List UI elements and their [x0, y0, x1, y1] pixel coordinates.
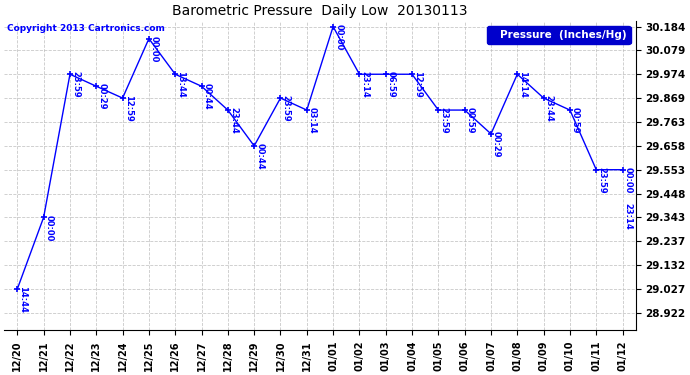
Text: 03:14: 03:14	[308, 107, 317, 134]
Text: 00:00: 00:00	[45, 214, 54, 241]
Text: 12:59: 12:59	[413, 72, 422, 98]
Text: 14:14: 14:14	[518, 72, 527, 98]
Text: 00:00: 00:00	[624, 167, 633, 193]
Text: 23:44: 23:44	[544, 95, 553, 122]
Text: 06:59: 06:59	[387, 72, 396, 98]
Text: 12:59: 12:59	[124, 95, 132, 122]
Text: 23:59: 23:59	[71, 72, 80, 98]
Text: 00:00: 00:00	[150, 36, 159, 62]
Text: 00:44: 00:44	[203, 84, 212, 110]
Text: 00:59: 00:59	[466, 107, 475, 134]
Text: 00:59: 00:59	[571, 107, 580, 134]
Text: 23:59: 23:59	[282, 95, 290, 122]
Text: 23:59: 23:59	[440, 107, 449, 134]
Text: 00:29: 00:29	[492, 131, 501, 158]
Text: 00:44: 00:44	[255, 143, 264, 170]
Text: 23:59: 23:59	[598, 167, 607, 194]
Text: 13:44: 13:44	[176, 72, 186, 98]
Title: Barometric Pressure  Daily Low  20130113: Barometric Pressure Daily Low 20130113	[172, 4, 468, 18]
Text: 14:44: 14:44	[19, 286, 28, 313]
Text: 00:29: 00:29	[97, 84, 106, 110]
Text: 23:44: 23:44	[229, 107, 238, 134]
Text: 23:14: 23:14	[624, 202, 633, 229]
Text: 00:00: 00:00	[334, 24, 343, 50]
Text: Copyright 2013 Cartronics.com: Copyright 2013 Cartronics.com	[8, 24, 165, 33]
Text: 23:14: 23:14	[360, 72, 369, 98]
Legend: Pressure  (Inches/Hg): Pressure (Inches/Hg)	[487, 26, 631, 44]
